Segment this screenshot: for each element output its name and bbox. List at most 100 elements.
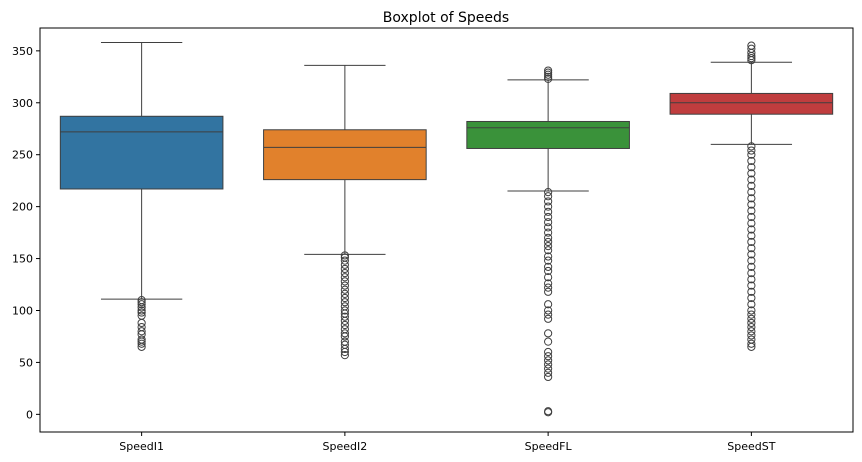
outlier-point	[747, 212, 756, 222]
outlier-point	[747, 163, 756, 172]
outlier-point	[544, 364, 553, 373]
outlier-point	[137, 298, 146, 307]
outlier-point	[544, 360, 553, 369]
outlier-point	[340, 306, 349, 315]
outlier-point	[747, 287, 756, 296]
outlier-point	[544, 74, 553, 83]
outlier-point	[544, 202, 553, 211]
outlier-point	[747, 281, 756, 290]
outlier-point	[544, 218, 553, 227]
outlier-point	[137, 300, 146, 309]
outlier-point	[137, 323, 146, 332]
outlier-point	[747, 339, 756, 348]
outlier-point	[544, 197, 553, 206]
box-SpeedI1	[59, 115, 224, 190]
outlier-point	[544, 246, 553, 255]
outlier-point	[340, 281, 349, 290]
outlier-point	[747, 231, 756, 240]
outlier-point	[544, 314, 553, 323]
box-SpeedST	[669, 92, 834, 115]
outlier-point	[747, 219, 756, 228]
outlier-point	[747, 256, 756, 265]
outlier-point	[340, 320, 349, 330]
outlier-point	[544, 310, 553, 319]
outlier-point	[747, 206, 756, 215]
outlier-point	[340, 329, 349, 338]
outlier-point	[747, 300, 756, 309]
outlier-point	[137, 327, 146, 336]
outlier-point	[544, 356, 553, 365]
outlier-point	[747, 293, 756, 303]
outlier-point	[747, 318, 756, 328]
outlier-point	[137, 318, 146, 328]
outlier-point	[747, 314, 756, 323]
y-tick-label: 100	[12, 304, 33, 317]
outlier-point	[544, 372, 553, 382]
outlier-point	[340, 273, 349, 282]
plot-frame	[39, 27, 854, 433]
outlier-point	[544, 347, 553, 357]
outlier-point	[340, 269, 349, 278]
outlier-point	[340, 337, 349, 346]
outlier-point	[137, 308, 146, 317]
outlier-point	[340, 285, 349, 294]
outlier-point	[747, 150, 756, 159]
outlier-point	[747, 44, 756, 53]
outlier-point	[137, 335, 146, 344]
outlier-point	[544, 287, 553, 296]
outlier-point	[747, 244, 756, 253]
outlier-point	[544, 266, 553, 276]
outlier-point	[137, 296, 146, 305]
outlier-point	[340, 340, 349, 349]
outlier-point	[544, 212, 553, 222]
outlier-point	[340, 302, 349, 311]
outlier-point	[544, 187, 553, 197]
outlier-point	[747, 146, 756, 155]
outlier-point	[747, 187, 756, 197]
outlier-point	[544, 283, 553, 292]
outlier-point	[544, 70, 553, 79]
outlier-point	[340, 293, 349, 303]
outlier-point	[340, 351, 349, 360]
outlier-point	[544, 66, 553, 75]
outlier-point	[747, 327, 756, 336]
outlier-point	[544, 252, 553, 261]
outlier-point	[137, 311, 146, 320]
chart-title: Boxplot of Speeds	[383, 10, 509, 26]
outlier-point	[544, 223, 553, 232]
x-tick-label: SpeedST	[727, 440, 775, 453]
outlier-point	[747, 54, 756, 63]
outlier-point	[747, 275, 756, 284]
outlier-point	[544, 72, 553, 81]
x-tick-label: SpeedI2	[323, 440, 368, 453]
outlier-point	[340, 298, 349, 307]
outlier-point	[747, 306, 756, 315]
outlier-point	[340, 253, 349, 262]
outlier-point	[747, 200, 756, 209]
outlier-point	[747, 335, 756, 344]
outlier-point	[747, 237, 756, 247]
y-tick-label: 50	[19, 356, 33, 369]
outlier-point	[340, 325, 349, 334]
outlier-point	[747, 156, 756, 166]
outlier-point	[544, 279, 553, 288]
outlier-point	[747, 250, 756, 259]
outlier-point	[747, 181, 756, 190]
outlier-point	[544, 233, 553, 242]
outlier-point	[747, 323, 756, 332]
outlier-point	[137, 306, 146, 315]
outlier-point	[544, 300, 553, 309]
outlier-point	[544, 207, 553, 216]
box-SpeedI2	[263, 129, 427, 181]
outlier-point	[747, 142, 756, 151]
outlier-point	[544, 407, 553, 416]
y-tick-label: 350	[12, 45, 33, 58]
outlier-point	[340, 312, 349, 321]
y-tick-label: 300	[12, 97, 33, 110]
outlier-point	[544, 368, 553, 377]
y-tick-label: 200	[12, 201, 33, 214]
outlier-point	[340, 256, 349, 265]
y-tick-label: 250	[12, 149, 33, 162]
outlier-point	[544, 241, 553, 251]
